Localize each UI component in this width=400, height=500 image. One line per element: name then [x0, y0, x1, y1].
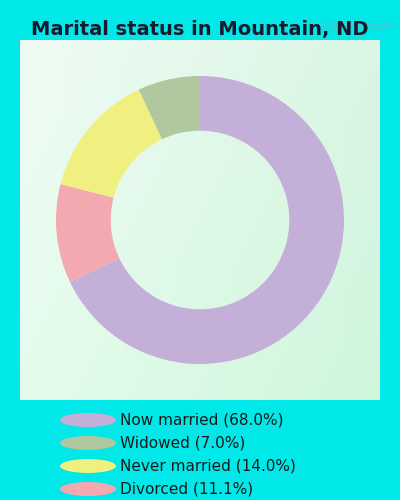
- Text: City-Data.com: City-Data.com: [321, 20, 396, 30]
- Text: Divorced (11.1%): Divorced (11.1%): [120, 482, 253, 496]
- Text: Now married (68.0%): Now married (68.0%): [120, 412, 284, 428]
- Circle shape: [60, 413, 116, 427]
- Wedge shape: [139, 76, 200, 139]
- Wedge shape: [60, 90, 162, 198]
- Circle shape: [292, 14, 315, 37]
- Circle shape: [60, 482, 116, 496]
- Text: Widowed (7.0%): Widowed (7.0%): [120, 436, 245, 450]
- Text: Never married (14.0%): Never married (14.0%): [120, 458, 296, 473]
- Wedge shape: [56, 184, 119, 282]
- Circle shape: [60, 436, 116, 450]
- Circle shape: [60, 459, 116, 473]
- Text: Marital status in Mountain, ND: Marital status in Mountain, ND: [31, 20, 369, 40]
- Wedge shape: [70, 76, 344, 364]
